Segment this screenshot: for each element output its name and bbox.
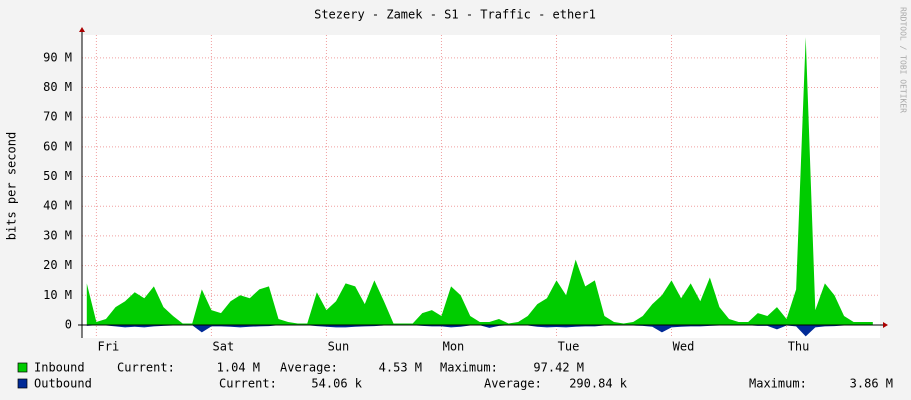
legend-stat: 1.04 M — [217, 361, 260, 375]
y-tick-label: 40 M — [43, 199, 72, 213]
axis-arrow — [883, 321, 888, 328]
legend-swatch — [17, 362, 28, 373]
x-tick-label: Thu — [788, 340, 810, 354]
x-tick-label: Fri — [98, 340, 120, 354]
legend-stat: Current: — [117, 361, 175, 375]
area — [86, 37, 873, 325]
y-tick-label: 70 M — [43, 110, 72, 124]
side-text: RRDTOOL / TOBI OETIKER — [899, 7, 908, 113]
legend-stat: Average: — [280, 361, 338, 375]
legend-stat: Maximum: — [749, 377, 807, 391]
y-tick-label: 10 M — [43, 288, 72, 302]
y-tick-label: 20 M — [43, 258, 72, 272]
axis-arrow — [79, 27, 85, 32]
legend-stat: 97.42 M — [533, 361, 584, 375]
x-tick-label: Mon — [443, 340, 465, 354]
legend-stat: Average: — [484, 377, 542, 391]
x-tick-label: Sat — [213, 340, 235, 354]
legend-stat: 4.53 M — [379, 361, 422, 375]
y-tick-label: 30 M — [43, 228, 72, 242]
legend-label: Outbound — [34, 377, 92, 391]
y-tick-label: 80 M — [43, 80, 72, 94]
y-tick-label: 60 M — [43, 139, 72, 153]
legend-stat: Current: — [219, 377, 277, 391]
legend-label: Inbound — [34, 361, 85, 375]
legend-stat: 290.84 k — [569, 377, 628, 391]
y-tick-label: 90 M — [43, 50, 72, 64]
legend-stat: Maximum: — [440, 361, 498, 375]
legend-swatch — [17, 378, 28, 389]
y-axis-label: bits per second — [5, 132, 19, 240]
legend-stat: 3.86 M — [850, 377, 893, 391]
plot-area — [82, 35, 880, 338]
y-tick-label: 50 M — [43, 169, 72, 183]
x-tick-label: Wed — [673, 340, 695, 354]
y-tick-label: 0 — [65, 317, 72, 331]
x-tick-label: Sun — [328, 340, 350, 354]
chart-title: Stezery - Zamek - S1 - Traffic - ether1 — [314, 8, 596, 22]
legend-stat: 54.06 k — [311, 377, 362, 391]
x-tick-label: Tue — [558, 340, 580, 354]
area — [86, 324, 873, 337]
